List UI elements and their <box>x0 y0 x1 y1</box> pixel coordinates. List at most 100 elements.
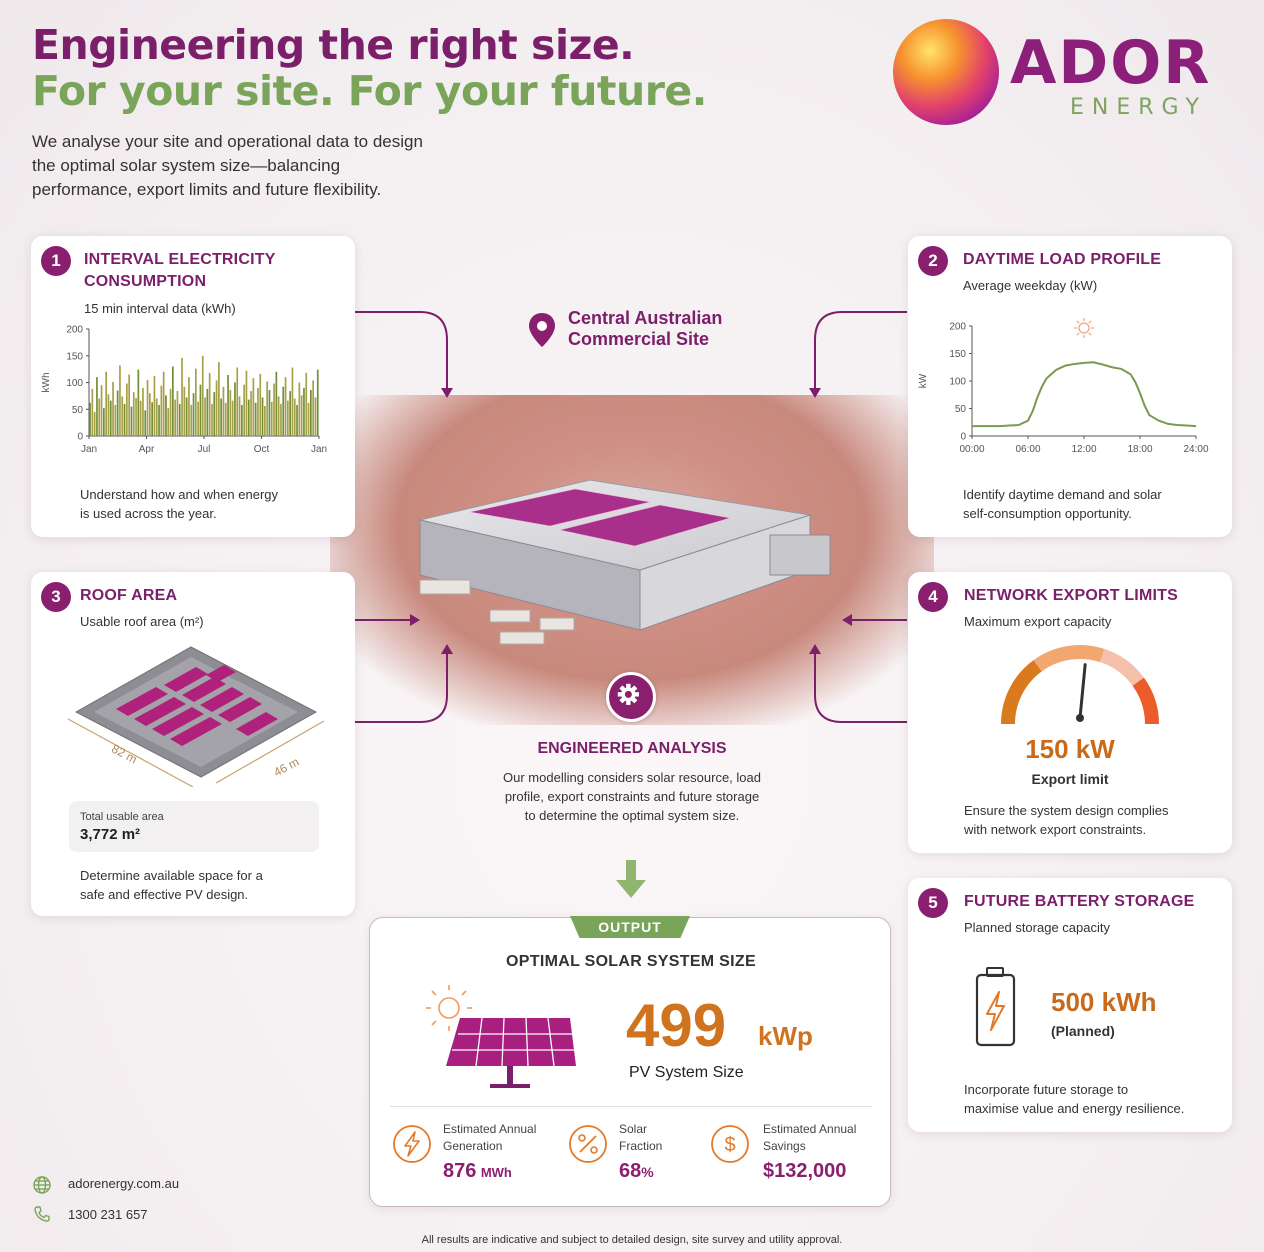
card-description-line-1: Understand how and when energy <box>80 487 279 502</box>
site-label-line-1: Central Australian <box>568 308 723 328</box>
interval-consumption-chart: 0 50 100 150 200 Jan Apr Jul Oct Jan kWh <box>41 325 327 456</box>
y-axis-label: kW <box>918 373 929 388</box>
consumption-bar <box>250 391 252 436</box>
consumption-bar <box>224 402 227 436</box>
consumption-bar <box>130 406 133 436</box>
consumption-bar <box>169 388 172 436</box>
consumption-bar <box>287 400 289 436</box>
step-number: 1 <box>41 246 71 276</box>
consumption-bar <box>234 382 236 436</box>
consumption-bar <box>116 390 119 436</box>
consumption-bar <box>303 387 305 436</box>
consumption-bar <box>310 389 312 436</box>
stat-label-line-2: Fraction <box>619 1139 663 1153</box>
card-title: DAYTIME LOAD PROFILE <box>963 251 1162 268</box>
stat-savings: $ Estimated Annual Savings $132,000 <box>710 1122 880 1192</box>
consumption-bar <box>192 393 195 436</box>
consumption-bar <box>165 395 167 436</box>
consumption-bar <box>222 386 225 436</box>
stat-value-number: 876 <box>443 1160 477 1182</box>
card-subtitle: Usable roof area (m²) <box>80 614 204 629</box>
sun-icon-ray <box>1076 332 1080 336</box>
step-number: 5 <box>918 888 948 918</box>
consumption-bar <box>314 397 317 436</box>
consumption-bar <box>296 404 298 436</box>
output-title: OPTIMAL SOLAR SYSTEM SIZE <box>506 953 756 970</box>
x-tick-label: Jan <box>81 444 97 455</box>
x-tick-label: Jan <box>311 444 327 455</box>
consumption-bar <box>204 397 206 436</box>
card-title: NETWORK EXPORT LIMITS <box>964 587 1178 604</box>
sun-icon-ray <box>1076 320 1080 324</box>
consumption-bar <box>137 369 140 436</box>
card-title: INTERVAL ELECTRICITY CONSUMPTION <box>84 249 276 293</box>
card-description-line-1: Ensure the system design complies <box>964 803 1169 818</box>
total-area-box: Total usable area 3,772 m² <box>69 801 319 852</box>
card-description: Understand how and when energy is used a… <box>80 485 278 523</box>
y-tick-label: 0 <box>960 432 966 443</box>
analysis-title: ENGINEERED ANALYSIS <box>537 740 727 757</box>
svg-text:$: $ <box>724 1134 735 1156</box>
consumption-bar <box>227 375 229 436</box>
gear-icon <box>606 672 656 722</box>
y-tick-label: 150 <box>66 351 83 362</box>
x-tick-label: Oct <box>254 444 270 455</box>
total-area-label: Total usable area <box>80 811 164 823</box>
output-card: OPTIMAL SOLAR SYSTEM SIZE 499 kWp PV Sys… <box>369 917 891 1207</box>
card-subtitle: Maximum export capacity <box>964 614 1112 629</box>
y-tick-label: 50 <box>955 404 967 415</box>
load-profile-line <box>972 361 1197 428</box>
sun-orb-logo-icon <box>893 19 999 125</box>
stat-value-number: 68 <box>619 1160 642 1182</box>
consumption-bar <box>183 386 186 436</box>
consumption-bar <box>151 402 153 436</box>
consumption-bar <box>188 377 190 436</box>
x-tick-label: Apr <box>139 444 155 455</box>
consumption-bar <box>91 388 94 436</box>
consumption-bar <box>208 372 211 436</box>
x-tick-label: Jul <box>198 444 211 455</box>
consumption-bar <box>201 355 204 436</box>
output-value: 499 <box>626 992 727 1059</box>
consumption-bar <box>215 380 218 436</box>
disclaimer: All results are indicative and subject t… <box>421 1234 843 1246</box>
site-label: Central Australian Commercial Site <box>568 308 722 350</box>
consumption-bar <box>172 366 174 436</box>
consumption-bar <box>261 397 264 436</box>
y-tick-label: 150 <box>949 349 966 360</box>
phone-link[interactable]: 1300 231 657 <box>68 1207 148 1222</box>
consumption-bar <box>126 383 128 436</box>
x-tick-label: 12:00 <box>1071 444 1096 455</box>
y-tick-label: 200 <box>66 325 83 336</box>
output-divider <box>390 1106 872 1107</box>
stat-value-number: $132,000 <box>763 1160 847 1182</box>
stat-value-unit: MWh <box>480 1165 512 1180</box>
consumption-bar <box>155 398 158 436</box>
y-axis-label: kWh <box>41 373 52 393</box>
headline-line-1: Engineering the right size. <box>32 21 635 69</box>
consumption-bar <box>243 384 245 436</box>
battery-value-label: (Planned) <box>1051 1023 1115 1039</box>
card-description-line-1: Incorporate future storage to <box>964 1082 1129 1097</box>
consumption-bar <box>123 403 126 436</box>
consumption-bar <box>109 400 112 436</box>
consumption-bar <box>300 395 303 436</box>
stat-label-line-1: Estimated Annual <box>763 1122 857 1136</box>
consumption-bar <box>273 383 275 436</box>
consumption-bar <box>119 365 121 436</box>
consumption-bar <box>132 392 135 436</box>
step-number: 2 <box>918 246 948 276</box>
output-unit: kWp <box>758 1021 813 1051</box>
stat-label-line-1: Estimated Annual <box>443 1122 537 1136</box>
consumption-bar <box>213 392 216 436</box>
card-battery-storage: 5 FUTURE BATTERY STORAGE Planned storage… <box>908 878 1232 1132</box>
card-interval-consumption: 1 INTERVAL ELECTRICITY CONSUMPTION 15 mi… <box>31 236 355 537</box>
export-value-label: Export limit <box>1031 771 1109 787</box>
consumption-bar <box>277 396 280 436</box>
consumption-bar <box>231 400 234 436</box>
stat-value: 876 MWh <box>443 1160 512 1183</box>
battery-value: 500 kWh <box>1051 987 1157 1017</box>
consumption-bar <box>162 371 165 436</box>
website-link[interactable]: adorenergy.com.au <box>68 1176 180 1191</box>
